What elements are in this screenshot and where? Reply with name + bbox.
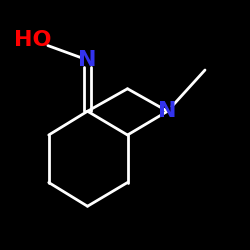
Text: HO: HO — [14, 30, 51, 50]
Text: N: N — [78, 50, 97, 70]
Text: N: N — [158, 101, 177, 121]
